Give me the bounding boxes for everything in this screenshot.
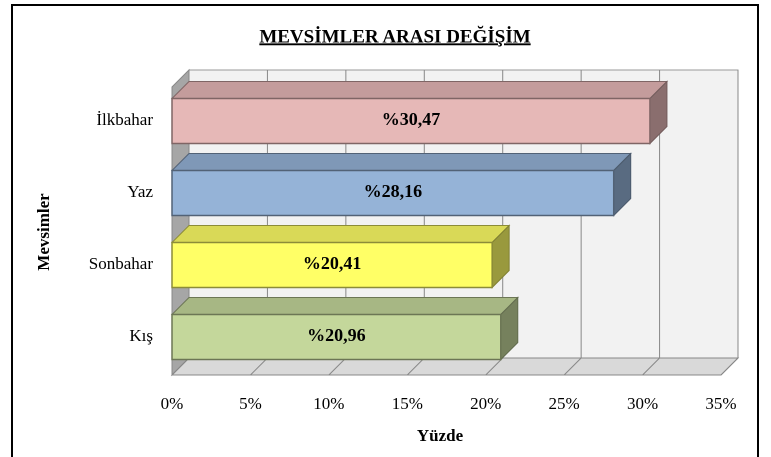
x-tick-label: 25% bbox=[549, 394, 580, 413]
y-tick-label: Yaz bbox=[127, 182, 153, 201]
bar bbox=[171, 241, 493, 289]
x-tick-label: 15% bbox=[392, 394, 423, 413]
bar-top bbox=[170, 153, 632, 171]
bar-top bbox=[170, 297, 519, 315]
bar bbox=[171, 169, 615, 217]
y-tick-label: İlkbahar bbox=[96, 110, 153, 129]
bar bbox=[171, 313, 502, 361]
floor-grid-line bbox=[250, 357, 268, 376]
bar-top bbox=[170, 225, 511, 243]
y-tick-label: Kış bbox=[129, 326, 153, 345]
x-tick-label: 0% bbox=[161, 394, 184, 413]
floor-grid-line bbox=[563, 357, 582, 376]
x-tick-label: 10% bbox=[313, 394, 344, 413]
floor-grid-line bbox=[642, 357, 660, 376]
x-tick-label: 35% bbox=[705, 394, 736, 413]
floor-grid-line bbox=[485, 357, 504, 376]
y-axis-label: Mevsimler bbox=[34, 193, 53, 271]
bar-top bbox=[170, 81, 669, 99]
chart-title: MEVSİMLER ARASI DEĞİŞİM bbox=[259, 25, 530, 47]
data-label: %20,41 bbox=[303, 253, 362, 273]
floor-grid-line bbox=[720, 357, 739, 376]
frame bbox=[11, 4, 759, 457]
floor-grid-line bbox=[328, 357, 347, 376]
y-tick-label: Sonbahar bbox=[89, 254, 154, 273]
floor-grid-line bbox=[171, 357, 190, 376]
x-tick-label: 30% bbox=[627, 394, 658, 413]
x-axis-label: Yüzde bbox=[417, 426, 464, 445]
data-label: %28,16 bbox=[364, 181, 423, 201]
x-tick-label: 5% bbox=[239, 394, 262, 413]
data-label: %30,47 bbox=[382, 109, 441, 129]
floor bbox=[170, 357, 740, 376]
floor-grid-line bbox=[406, 357, 425, 376]
bar bbox=[171, 97, 651, 145]
x-tick-label: 20% bbox=[470, 394, 501, 413]
data-label: %20,96 bbox=[307, 325, 366, 345]
